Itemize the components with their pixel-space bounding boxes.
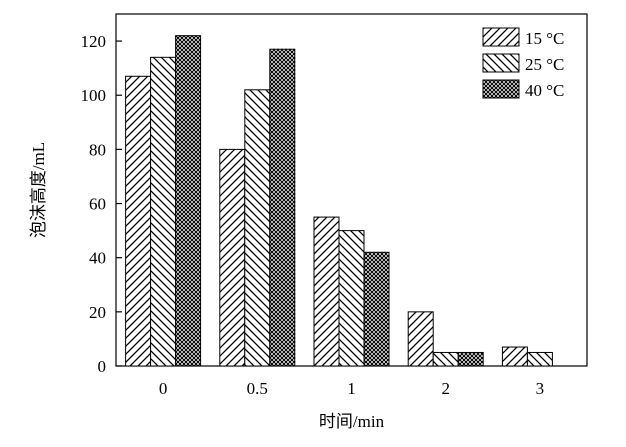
legend: 15 °C 25 °C 40 °C [482, 27, 564, 100]
axes-layer: 0 20 40 60 80 100 120 0 0.5 1 2 3 时间/min 泡沫高度/mL [29, 13, 588, 431]
bar-25Cc-1 [338, 230, 365, 367]
bar-15Cc-1 [313, 216, 340, 367]
x-tick-label: 3 [536, 379, 545, 398]
bar-15Cc-0 [125, 75, 152, 367]
y-tick-label: 20 [89, 303, 106, 322]
bar-40Cc-0 [175, 35, 202, 367]
y-tick-label: 120 [81, 32, 107, 51]
bar-15Cc-3 [501, 346, 528, 367]
bar-15Cc-0.5 [219, 148, 246, 367]
x-tick-label: 0.5 [247, 379, 268, 398]
x-tick-label: 0 [159, 379, 168, 398]
y-tick-label: 100 [81, 86, 107, 105]
y-axis-title: 泡沫高度/mL [29, 142, 48, 238]
y-tick-label: 40 [89, 249, 106, 268]
legend-swatch [482, 79, 520, 99]
bar-25Cc-0.5 [244, 89, 271, 367]
legend-label: 15 °C [525, 29, 564, 48]
bar-15Cc-2 [407, 311, 434, 367]
bars-layer [125, 35, 553, 367]
y-tick-label: 60 [89, 195, 106, 214]
bar-40Cc-1 [363, 251, 390, 367]
x-axis-title: 时间/min [319, 412, 385, 431]
bar-25Cc-3 [526, 351, 553, 367]
bar-25Cc-2 [432, 351, 459, 367]
x-tick-label: 2 [441, 379, 450, 398]
bar-40Cc-2 [457, 351, 484, 367]
legend-label: 40 °C [525, 81, 564, 100]
x-tick-label: 1 [347, 379, 356, 398]
legend-label: 25 °C [525, 55, 564, 74]
legend-swatch [482, 27, 520, 47]
legend-swatch [482, 53, 520, 73]
y-tick-label: 80 [89, 140, 106, 159]
bar-25Cc-0 [150, 56, 177, 367]
y-tick-label: 0 [98, 357, 107, 376]
bar-40Cc-0.5 [269, 48, 296, 367]
